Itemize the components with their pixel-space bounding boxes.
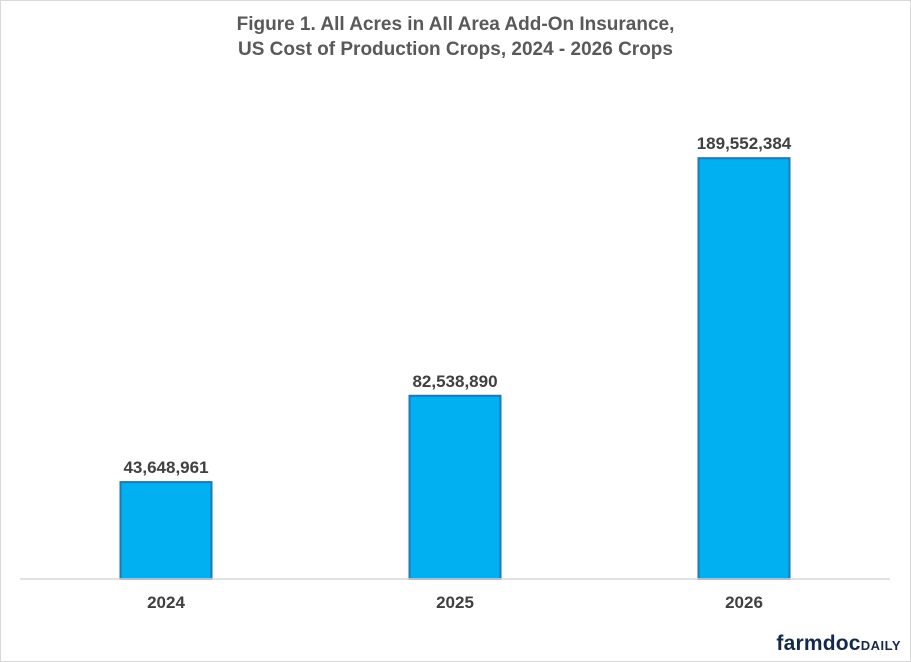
chart-title-line-2: US Cost of Production Crops, 2024 - 2026…: [238, 39, 673, 60]
bars-layer: 43,648,961 2024 82,538,890 2025 189,552,384 2…: [119, 134, 792, 612]
bar-2026: [697, 157, 791, 581]
data-label-2026: 189,552,384: [697, 134, 792, 153]
chart-title: Figure 1. All Acres in All Area Add-On I…: [0, 12, 911, 62]
bar-2024: [119, 481, 213, 580]
x-tick-label-2025: 2025: [436, 593, 474, 612]
bar-2025: [408, 394, 502, 581]
chart-title-line-1: Figure 1. All Acres in All Area Add-On I…: [236, 14, 675, 35]
x-tick-label-2024: 2024: [147, 593, 185, 612]
farmdocdaily-logo: farmdocDAILY: [776, 632, 901, 656]
data-label-2025: 82,538,890: [412, 372, 497, 391]
logo-text-farmdoc: farmdoc: [776, 632, 861, 655]
logo-text-daily: DAILY: [860, 638, 901, 653]
x-tick-label-2026: 2026: [725, 593, 763, 612]
data-label-2024: 43,648,961: [123, 458, 208, 477]
